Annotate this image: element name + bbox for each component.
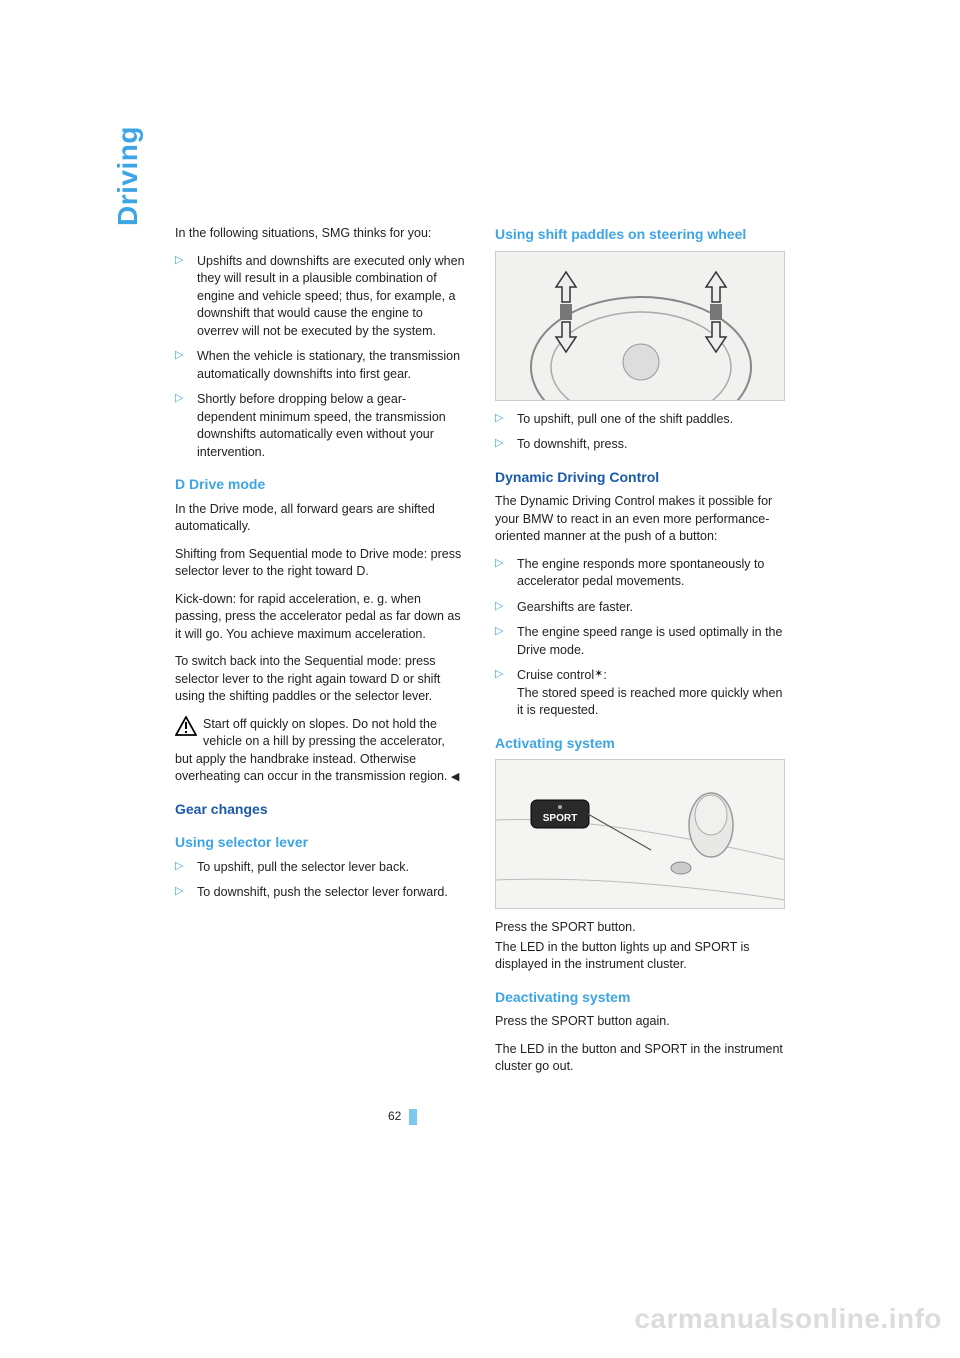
heading-activating-system: Activating system	[495, 734, 785, 754]
page-number-bar	[409, 1109, 417, 1125]
heading-gear-changes: Gear changes	[175, 800, 465, 820]
heading-using-selector-lever: Using selector lever	[175, 833, 465, 853]
list-item: Shortly before dropping below a gear-dep…	[175, 391, 465, 461]
page-content: In the following situations, SMG thinks …	[175, 225, 785, 1086]
list-item: To upshift, pull one of the shift paddle…	[495, 411, 785, 429]
two-column-layout: In the following situations, SMG thinks …	[175, 225, 785, 1086]
selector-bullet-list: To upshift, pull the selector lever back…	[175, 859, 465, 902]
figure-sport-button: SPORT	[495, 759, 785, 909]
sport-button-label: SPORT	[543, 813, 577, 824]
cruise-control-label: Cruise control	[517, 668, 594, 682]
warning-text: Start off quickly on slopes. Do not hold…	[175, 717, 447, 784]
list-item: The engine speed range is used optimally…	[495, 624, 785, 659]
figure-steering-wheel	[495, 251, 785, 401]
heading-dynamic-driving-control: Dynamic Driving Control	[495, 468, 785, 488]
end-mark-icon: ◀	[451, 770, 459, 785]
body-text: Press the SPORT button again.	[495, 1013, 785, 1031]
warning-icon	[175, 716, 197, 742]
body-text: Press the SPORT button.	[495, 919, 785, 937]
list-item: Gearshifts are faster.	[495, 599, 785, 617]
intro-text: In the following situations, SMG thinks …	[175, 225, 465, 243]
list-item: To downshift, push the selector lever fo…	[175, 884, 465, 902]
list-item: To downshift, press.	[495, 436, 785, 454]
page-number: 62	[388, 1108, 417, 1125]
body-text: Kick-down: for rapid acceleration, e. g.…	[175, 591, 465, 644]
list-item: When the vehicle is stationary, the tran…	[175, 348, 465, 383]
chapter-side-label: Driving	[108, 126, 147, 226]
list-item: To upshift, pull the selector lever back…	[175, 859, 465, 877]
list-item: Cruise control✶: The stored speed is rea…	[495, 667, 785, 720]
ddc-bullet-list: The engine responds more spontaneously t…	[495, 556, 785, 720]
heading-deactivating-system: Deactivating system	[495, 988, 785, 1008]
heading-shift-paddles: Using shift paddles on steering wheel	[495, 225, 785, 245]
body-text: The Dynamic Driving Control makes it pos…	[495, 493, 785, 546]
paddles-bullet-list: To upshift, pull one of the shift paddle…	[495, 411, 785, 454]
body-text: To switch back into the Sequential mode:…	[175, 653, 465, 706]
watermark: carmanualsonline.info	[634, 1299, 942, 1338]
cruise-control-text: The stored speed is reached more quickly…	[517, 686, 782, 718]
heading-d-drive-mode: D Drive mode	[175, 475, 465, 495]
left-column: In the following situations, SMG thinks …	[175, 225, 465, 1086]
smg-bullet-list: Upshifts and downshifts are executed onl…	[175, 253, 465, 462]
warning-box: Start off quickly on slopes. Do not hold…	[175, 716, 465, 786]
right-column: Using shift paddles on steering wheel	[495, 225, 785, 1086]
footnote-star-icon: ✶	[594, 668, 603, 680]
body-text: The LED in the button lights up and SPOR…	[495, 939, 785, 974]
list-item: Upshifts and downshifts are executed onl…	[175, 253, 465, 341]
body-text: Shifting from Sequential mode to Drive m…	[175, 546, 465, 581]
body-text: The LED in the button and SPORT in the i…	[495, 1041, 785, 1076]
list-item: The engine responds more spontaneously t…	[495, 556, 785, 591]
body-text: In the Drive mode, all forward gears are…	[175, 501, 465, 536]
